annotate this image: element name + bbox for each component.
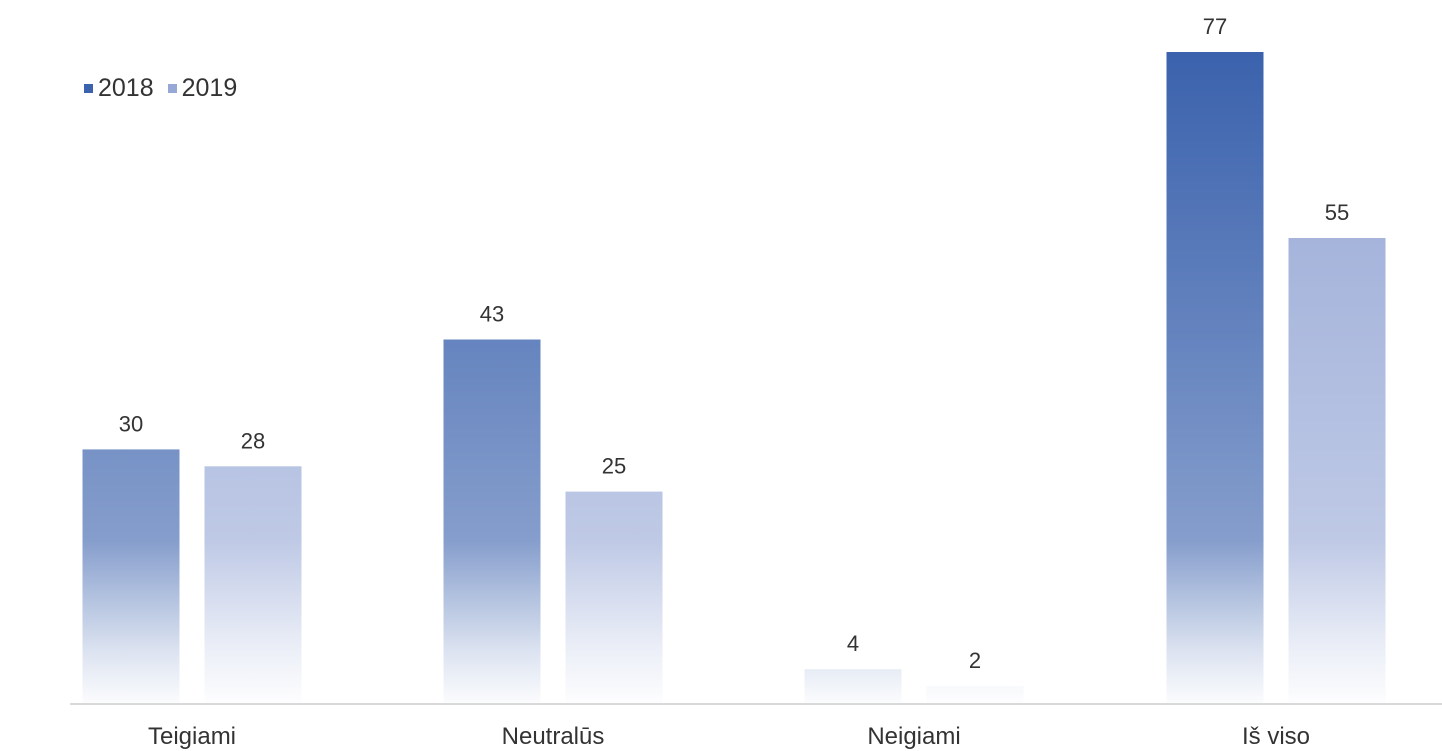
bar-2019-3 — [1288, 238, 1386, 703]
data-label-2018-3: 77 — [1203, 14, 1227, 39]
data-label-2018-1: 43 — [480, 302, 504, 327]
legend-swatch-2018 — [84, 84, 93, 93]
bar-2018-0 — [82, 449, 180, 703]
category-label-3: Iš viso — [1242, 723, 1310, 750]
bar-2019-2 — [926, 686, 1024, 703]
bar-2019-0 — [204, 466, 302, 703]
bar-2019-1 — [565, 491, 663, 703]
data-label-2019-3: 55 — [1325, 200, 1349, 225]
bar-2018-2 — [804, 669, 902, 703]
data-label-2019-0: 28 — [241, 428, 265, 453]
bar-2018-1 — [443, 339, 541, 703]
data-label-2019-2: 2 — [969, 648, 981, 673]
legend-swatch-2019 — [167, 84, 177, 93]
data-label-2018-2: 4 — [847, 631, 859, 656]
data-label-2019-1: 25 — [602, 454, 626, 479]
data-labels-group: 30 28 43 25 4 2 77 55 — [119, 14, 1349, 673]
legend-item-2019: 2019 — [167, 74, 238, 103]
legend: 2018 2019 — [84, 74, 251, 103]
category-label-2: Neigiami — [867, 723, 960, 750]
bars-group — [82, 52, 1386, 703]
bar-2018-3 — [1166, 52, 1264, 703]
category-labels-group: Teigiami Neutralūs Neigiami Iš viso — [148, 723, 1310, 750]
legend-item-2018: 2018 — [84, 74, 154, 103]
data-label-2018-0: 30 — [119, 411, 143, 436]
legend-label-2019: 2019 — [181, 74, 238, 102]
category-label-0: Teigiami — [148, 723, 236, 750]
category-label-1: Neutralūs — [502, 723, 605, 750]
legend-label-2018: 2018 — [98, 74, 154, 102]
